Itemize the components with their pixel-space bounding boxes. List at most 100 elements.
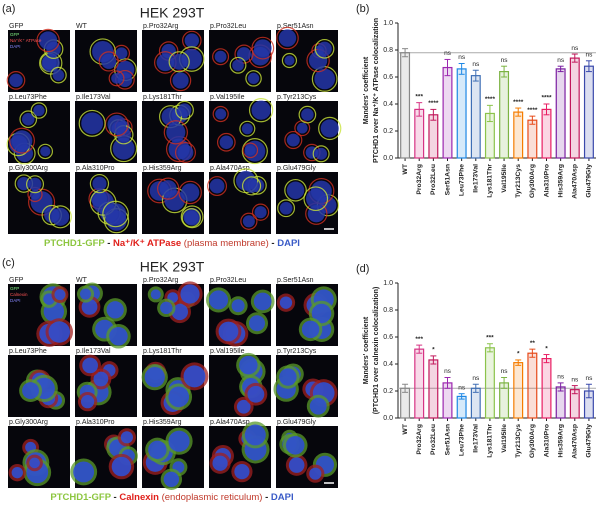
image-label: p.Pro32Arg <box>143 23 179 30</box>
nucleus <box>33 104 45 117</box>
nucleus <box>115 47 128 60</box>
x-tick-label: Ala470Asp <box>572 164 579 199</box>
error-bar <box>486 104 493 123</box>
cell-membrane <box>6 71 26 90</box>
y-axis-label: Manders' coefficient <box>363 56 370 124</box>
bar <box>499 70 510 159</box>
nucleus <box>309 397 327 415</box>
x-tick-label: Ser51Asn <box>444 164 451 195</box>
caption: PTCHD1-GFP - Na⁺/K⁺ ATPase (plasma membr… <box>44 238 300 249</box>
nucleus <box>181 183 200 202</box>
cell-membrane <box>216 132 236 152</box>
cell-membrane <box>89 173 110 194</box>
panel-letter: (a) <box>2 3 15 15</box>
bar <box>569 57 580 159</box>
cell-membrane <box>212 48 230 66</box>
nucleus <box>279 296 293 309</box>
error-bar <box>402 48 409 58</box>
error-bar <box>557 382 564 392</box>
cell-membrane <box>318 116 342 141</box>
nucleus <box>183 365 206 388</box>
cell-membrane <box>30 102 48 119</box>
nucleus <box>148 440 167 460</box>
y-tick-label: 0.6 <box>383 74 393 81</box>
error-bar <box>585 60 592 73</box>
nucleus <box>212 455 228 471</box>
image-label: p.His359Arg <box>143 165 182 172</box>
image-legend: DAPI <box>10 44 21 49</box>
nucleus <box>120 431 133 444</box>
nucleus <box>21 112 35 126</box>
error-bar <box>529 348 536 358</box>
x-tick-label: Pro32Arg <box>416 424 423 455</box>
cell-membrane <box>169 69 192 92</box>
x-tick-label: Ala310Pro <box>543 424 550 457</box>
cell-membrane <box>212 105 229 123</box>
image-legend: GFP <box>10 32 19 37</box>
caption: PTCHD1-GFP - Calnexin (endoplasmic retic… <box>50 492 293 503</box>
cell-membrane <box>48 205 72 229</box>
caption-part: DAPI <box>277 238 300 249</box>
nucleus <box>39 31 58 50</box>
cell-membrane <box>36 28 60 53</box>
image-label: p.Lys181Thr <box>143 348 182 355</box>
nucleus <box>172 72 189 89</box>
nucleus <box>81 112 104 135</box>
bar <box>583 65 594 159</box>
error-bar <box>458 63 465 75</box>
cell-membrane <box>181 208 201 228</box>
image-label: p.Glu479Gly <box>277 419 316 426</box>
panel-letter: (d) <box>356 263 369 275</box>
nucleus <box>111 73 122 84</box>
nucleus <box>251 100 271 120</box>
nucleus <box>209 178 225 194</box>
nucleus <box>315 147 328 160</box>
error-bar <box>515 107 522 117</box>
y-axis-label: Manders' coefficient <box>363 316 370 384</box>
image-label: p.Val195Ile <box>210 348 245 355</box>
nucleus <box>219 135 234 150</box>
nucleus <box>73 461 95 483</box>
image-label: p.Tyr213Cys <box>277 348 317 355</box>
y-axis-label: PTCHD1 over Na⁺/K⁺ ATPase colocalization <box>373 18 380 163</box>
nucleus <box>237 47 251 62</box>
bar <box>555 68 566 159</box>
nucleus <box>81 298 98 315</box>
x-tick-label: WT <box>402 163 409 174</box>
bar <box>541 108 552 159</box>
bar <box>400 52 411 159</box>
y-tick-label: 0.0 <box>383 415 393 422</box>
image-label: GFP <box>9 277 24 284</box>
nucleus <box>11 130 33 151</box>
cell-membrane <box>312 145 330 163</box>
nucleus <box>80 395 95 409</box>
nucleus <box>160 301 173 315</box>
cell-membrane <box>251 36 275 60</box>
y-tick-label: 0.2 <box>383 128 393 135</box>
x-tick-label: WT <box>402 423 409 434</box>
x-tick-label: Leu73Phe <box>458 424 465 456</box>
nucleus <box>278 29 297 47</box>
cell-membrane <box>284 130 303 150</box>
x-tick-label: Pro32Arg <box>416 164 423 195</box>
image-label: WT <box>76 277 88 284</box>
nucleus <box>241 123 253 135</box>
nucleus <box>284 55 295 66</box>
error-bar <box>416 102 423 117</box>
error-bar <box>472 69 479 82</box>
bar <box>484 347 495 419</box>
image-label: p.His359Arg <box>143 419 182 426</box>
image-legend: Na⁺/K⁺ ATPase <box>10 38 42 43</box>
nucleus <box>79 288 92 300</box>
caption-part: - <box>111 492 119 503</box>
cell-membrane <box>175 100 194 120</box>
image-label: p.Pro32Leu <box>210 23 246 30</box>
x-tick-label: Tyr213Cys <box>515 164 522 198</box>
y-tick-label: 0.2 <box>383 388 393 395</box>
significance-label: **** <box>513 99 524 106</box>
panel-title: HEK 293T <box>140 5 205 21</box>
nucleus <box>11 467 23 479</box>
cell-membrane <box>157 177 180 200</box>
error-bar <box>501 65 508 78</box>
nucleus <box>93 371 109 387</box>
